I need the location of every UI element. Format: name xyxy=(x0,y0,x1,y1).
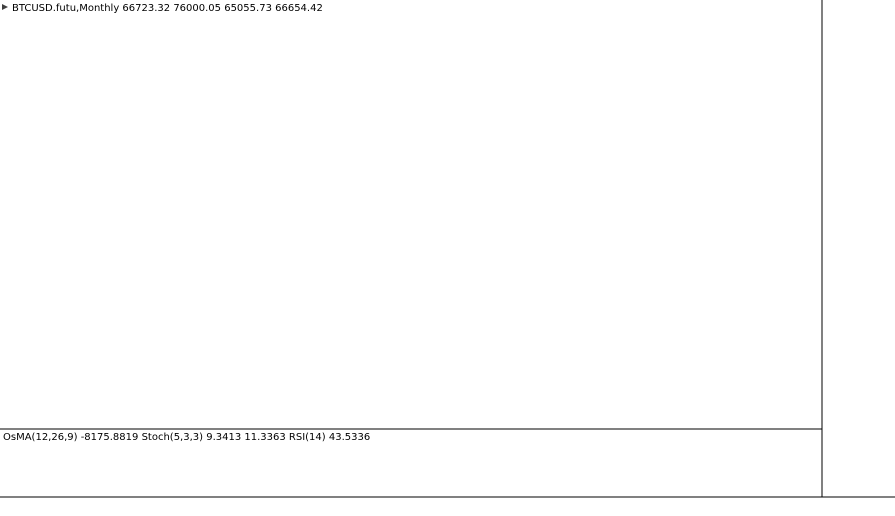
indicator-title: OsMA(12,26,9) -8175.8819 Stoch(5,3,3) 9.… xyxy=(3,432,370,443)
symbol-icon xyxy=(2,4,8,10)
chart-title: BTCUSD.futu,Monthly 66723.32 76000.05 65… xyxy=(12,3,323,14)
